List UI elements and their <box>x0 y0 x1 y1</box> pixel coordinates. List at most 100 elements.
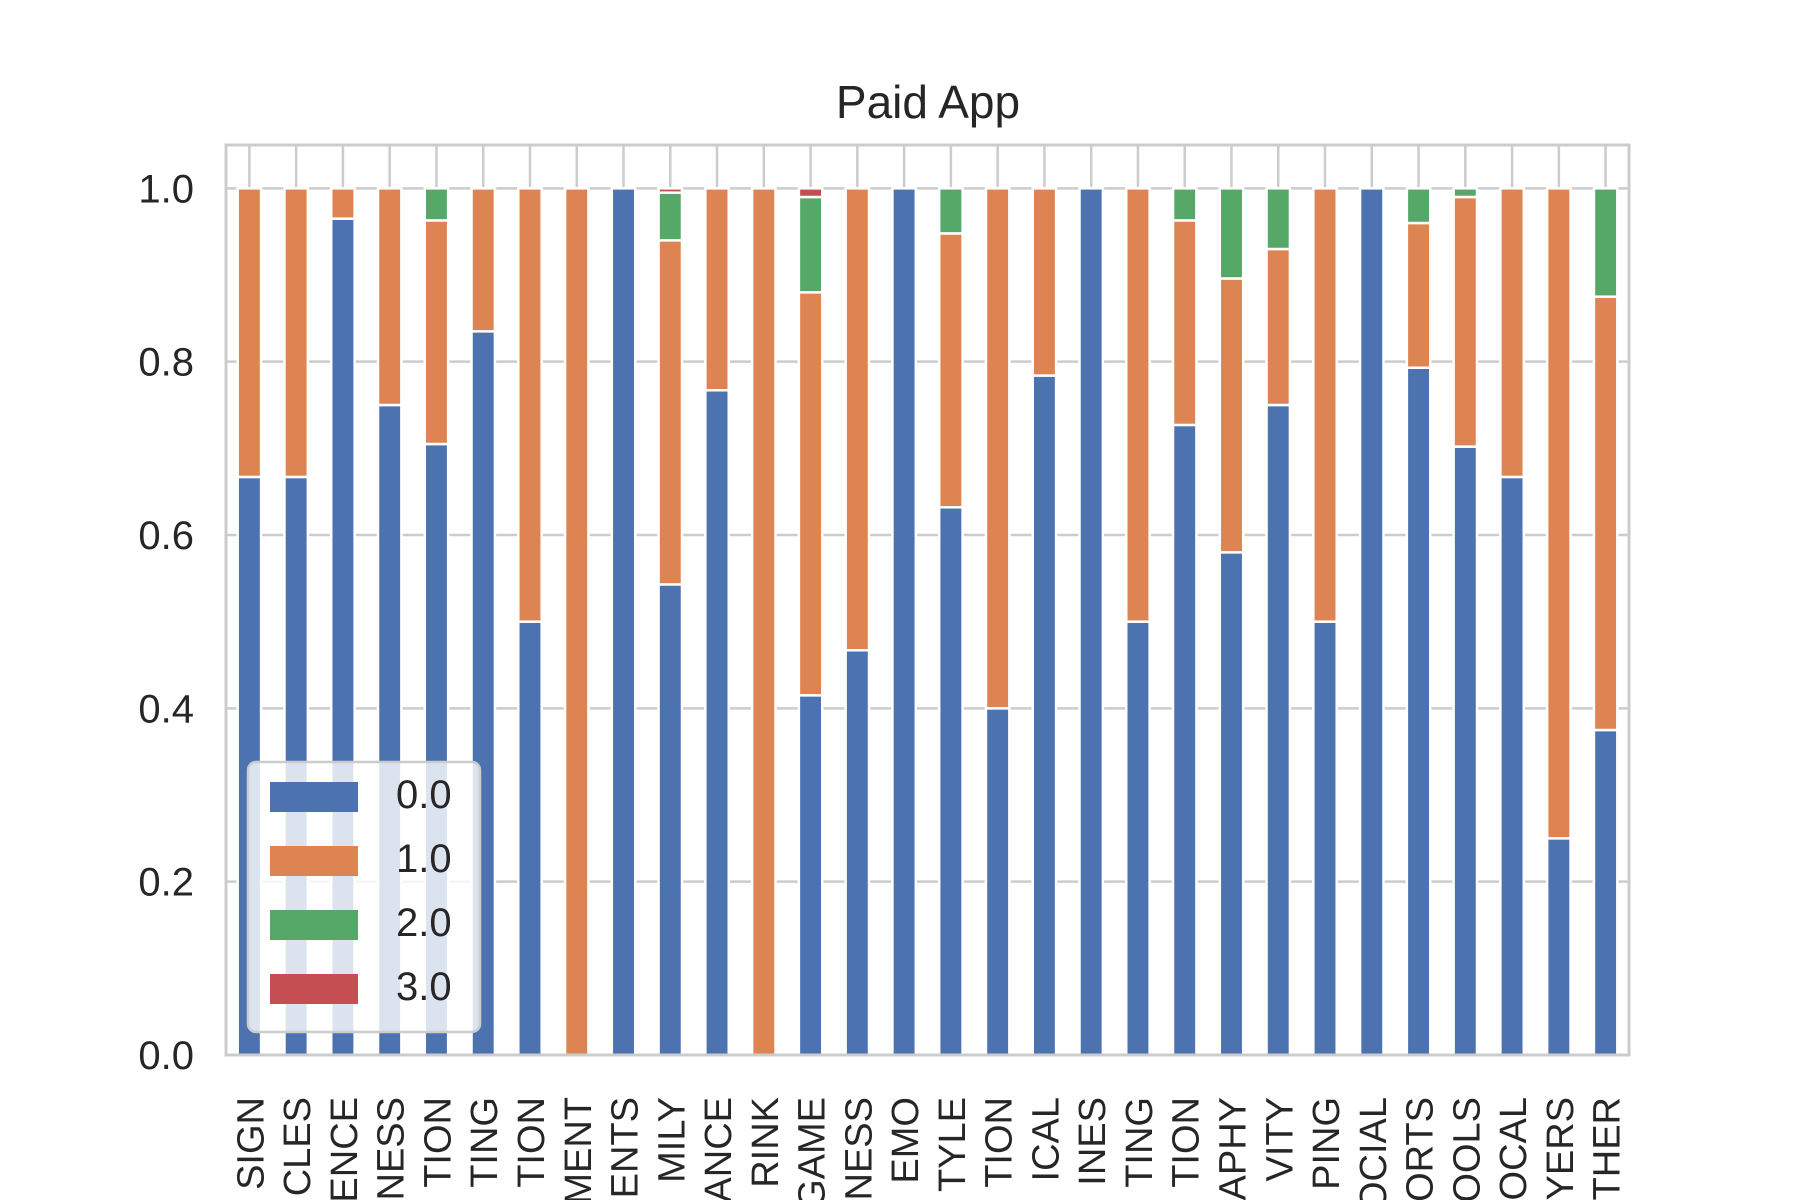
bar-segment-0-0 <box>704 389 730 1057</box>
bar-segment-1-0 <box>423 219 450 446</box>
x-tick-label: ORTS <box>1400 1097 1442 1200</box>
bar-segment-0-0 <box>1405 366 1432 1057</box>
x-tick-label: TION <box>511 1097 553 1188</box>
bar-segment-1-0 <box>1265 247 1292 407</box>
bars <box>236 187 1619 1057</box>
bar-segment-1-0 <box>1545 187 1572 840</box>
legend-label: 2.0 <box>396 901 452 945</box>
x-tick-label: OCIAL <box>1353 1097 1395 1200</box>
bar-segment-0-0 <box>1171 423 1198 1057</box>
bar-segment-0-0 <box>891 187 918 1057</box>
bar-segment-1-0 <box>470 187 497 333</box>
bar-segment-0-0 <box>1592 728 1619 1057</box>
bar-segment-1-0 <box>1452 195 1479 448</box>
bar-segment-1-0 <box>797 291 824 697</box>
x-tick-label: MILY <box>651 1097 693 1183</box>
bar-segment-0-0 <box>1312 620 1338 1057</box>
bar-segment-1-0 <box>517 187 543 623</box>
y-tick-label: 0.8 <box>138 341 194 385</box>
bar-segment-1-0 <box>376 187 403 407</box>
bar-segment-1-0 <box>1031 187 1058 377</box>
bar-segment-1-0 <box>329 187 356 220</box>
y-tick-label: 0.4 <box>138 687 194 731</box>
bar-segment-1-0 <box>1312 187 1338 623</box>
bar-segment-2-0 <box>937 187 964 235</box>
bar-segment-0-0 <box>1031 374 1058 1057</box>
bar-segment-0-0 <box>1125 620 1151 1057</box>
x-tick-label: TYLE <box>932 1097 974 1192</box>
x-tick-label: APHY <box>1212 1097 1254 1200</box>
bar-segment-1-0 <box>704 187 730 392</box>
bar-segment-2-0 <box>1592 187 1619 298</box>
bar-segment-1-0 <box>1592 295 1619 732</box>
bar-segment-0-0 <box>937 506 964 1057</box>
bar-segment-2-0 <box>797 195 824 294</box>
legend-swatch <box>270 974 358 1004</box>
bar-segment-0-0 <box>797 694 824 1057</box>
y-tick-label: 0.6 <box>138 514 194 558</box>
bar-segment-0-0 <box>657 583 684 1057</box>
x-tick-label: TING <box>1119 1097 1161 1188</box>
x-tick-label: SIGN <box>230 1097 272 1190</box>
y-tick-label: 0.2 <box>138 861 194 905</box>
plot-frame <box>224 143 1631 1057</box>
x-tick-label: TING <box>464 1097 506 1188</box>
x-tick-label: TION <box>979 1097 1021 1188</box>
bar-segment-2-0 <box>1452 187 1479 199</box>
bar-segment-0-0 <box>984 707 1011 1057</box>
bar-segment-1-0 <box>1405 221 1432 369</box>
bar-segment-3-0 <box>797 187 824 199</box>
x-tick-label: NESS <box>838 1097 880 1200</box>
bar-segment-2-0 <box>1265 187 1292 251</box>
bar-segment-1-0 <box>657 239 684 586</box>
x-tick-label: INES <box>1072 1097 1114 1186</box>
bar-segment-0-0 <box>517 620 543 1057</box>
chart-title: Paid App <box>836 76 1020 128</box>
x-tick-label: ICAL <box>1025 1097 1067 1181</box>
bar-segment-2-0 <box>1171 187 1198 222</box>
bar-segment-3-0 <box>657 187 684 194</box>
legend-label: 3.0 <box>396 965 452 1009</box>
legend-swatch <box>270 846 358 876</box>
x-tick-label: OCAL <box>1493 1097 1535 1200</box>
legend-label: 0.0 <box>396 773 452 817</box>
x-tick-label: NESS <box>371 1097 413 1200</box>
y-axis-ticks: 0.0 0.2 0.4 0.6 0.8 1.0 <box>138 167 194 1078</box>
bar-segment-2-0 <box>423 187 450 222</box>
legend-frame <box>246 760 482 1034</box>
bar-segment-0-0 <box>1452 445 1479 1057</box>
bar-segment-1-0 <box>984 187 1011 710</box>
bar-segment-1-0 <box>563 187 590 1057</box>
bar-segment-0-0 <box>1078 187 1105 1057</box>
x-tick-label: ENTS <box>605 1097 647 1198</box>
y-tick-label: 1.0 <box>138 167 194 211</box>
x-tick-label: VITY <box>1259 1097 1301 1181</box>
bar-segment-0-0 <box>1499 475 1526 1057</box>
x-tick-label: MENT <box>558 1097 600 1200</box>
bar-segment-1-0 <box>236 187 263 479</box>
x-tick-label: TION <box>417 1097 459 1188</box>
legend: 0.0 1.0 2.0 3.0 <box>246 760 482 1034</box>
bar-segment-1-0 <box>1499 187 1526 479</box>
bar-segment-0-0 <box>844 649 871 1057</box>
x-tick-label: ENCE <box>324 1097 366 1200</box>
bar-segment-2-0 <box>1405 187 1432 225</box>
x-tick-label: CLES <box>277 1097 319 1196</box>
bar-segment-1-0 <box>937 232 964 509</box>
bar-segment-0-0 <box>1265 403 1292 1057</box>
x-tick-label: OOLS <box>1446 1097 1488 1200</box>
bar-segment-1-0 <box>283 187 310 479</box>
legend-swatch <box>270 782 358 812</box>
legend-swatch <box>270 910 358 940</box>
bar-segment-1-0 <box>1218 277 1245 554</box>
bar-segment-1-0 <box>844 187 871 652</box>
bar-segment-0-0 <box>1545 837 1572 1057</box>
x-axis-ticks: SIGN CLES ENCE NESS TION TING TION MENT ENTS MILY… <box>230 1097 1628 1200</box>
bar-segment-0-0 <box>1218 551 1245 1057</box>
bar-segment-1-0 <box>1171 219 1198 427</box>
x-tick-label: YERS <box>1540 1097 1582 1200</box>
bar-segment-1-0 <box>750 187 777 1057</box>
bar-segment-0-0 <box>610 187 637 1057</box>
x-tick-label: RINK <box>745 1097 787 1188</box>
